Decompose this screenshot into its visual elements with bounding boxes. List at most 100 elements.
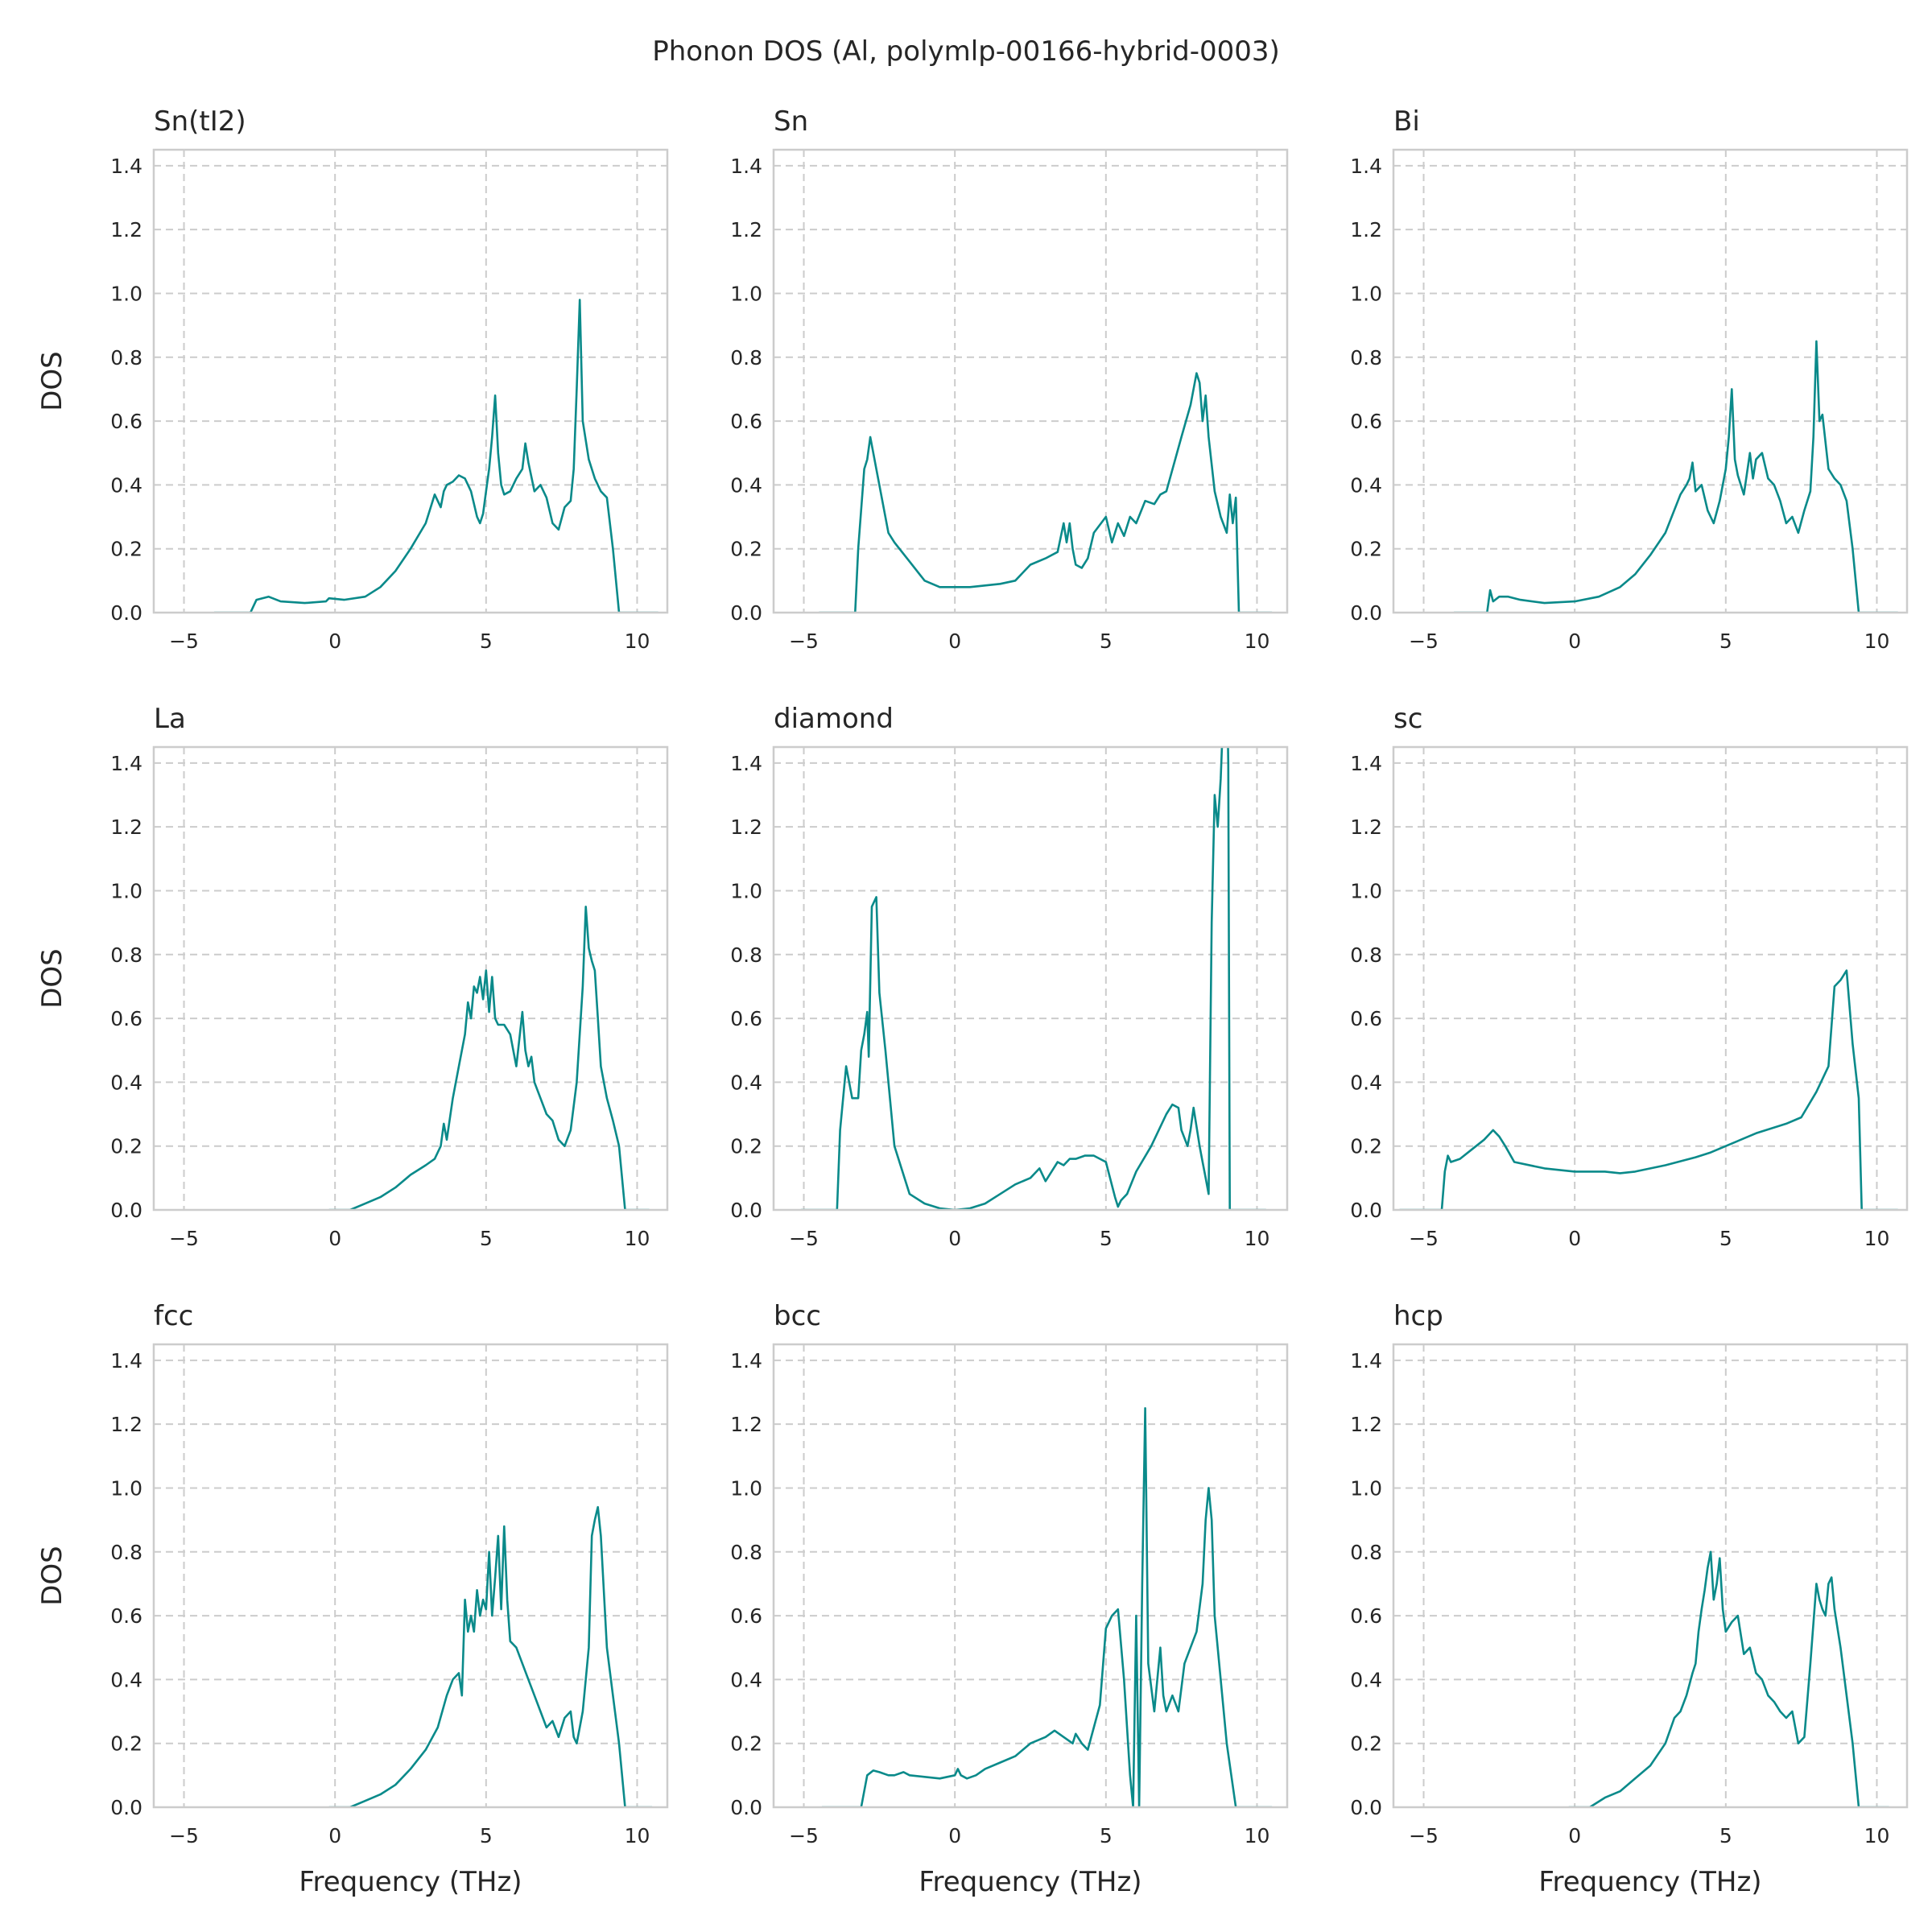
y-tick-label: 0.0 (730, 601, 762, 625)
y-tick-label: 0.6 (1350, 410, 1382, 433)
y-tick-label: 1.4 (1350, 752, 1382, 775)
series-line (800, 747, 1266, 1210)
y-tick-label: 1.4 (110, 1349, 142, 1373)
y-tick-label: 0.4 (1350, 473, 1382, 497)
y-tick-label: 1.4 (110, 752, 142, 775)
y-tick-label: 1.2 (110, 815, 142, 839)
x-tick-label: 5 (1100, 1824, 1113, 1847)
y-tick-label: 0.6 (1350, 1007, 1382, 1030)
y-tick-label: 0.8 (110, 1541, 142, 1564)
x-tick-label: 10 (625, 630, 650, 653)
x-tick-label: 0 (1568, 1227, 1581, 1250)
y-tick-label: 0.0 (1350, 601, 1382, 625)
subplot-title: hcp (1393, 1300, 1443, 1332)
y-tick-label: 0.2 (730, 1135, 762, 1158)
y-tick-label: 0.0 (110, 601, 142, 625)
y-tick-label: 0.8 (110, 943, 142, 967)
subplot-title: diamond (774, 703, 894, 735)
x-tick-label: 10 (1245, 630, 1270, 653)
y-tick-label: 0.8 (730, 943, 762, 967)
y-tick-label: 1.0 (1350, 1476, 1382, 1500)
y-tick-label: 0.6 (730, 1604, 762, 1628)
y-tick-label: 0.6 (730, 410, 762, 433)
plot-frame (1392, 148, 1909, 614)
x-tick-label: 5 (1719, 630, 1732, 653)
series-line (1568, 1550, 1889, 1807)
y-tick-label: 1.0 (730, 282, 762, 305)
y-tick-label: 0.8 (730, 1541, 762, 1564)
series-line (1399, 969, 1898, 1210)
y-tick-label: 0.4 (730, 1668, 762, 1691)
y-tick-label: 1.4 (110, 155, 142, 178)
y-tick-label: 1.2 (1350, 218, 1382, 242)
x-tick-label: 0 (1568, 1824, 1581, 1847)
x-tick-label: −5 (1409, 630, 1439, 653)
x-axis-label: Frequency (THz) (919, 1866, 1141, 1898)
y-tick-label: 0.2 (110, 1135, 142, 1158)
x-tick-label: 5 (1100, 630, 1113, 653)
subplot-title: sc (1393, 703, 1422, 735)
subplot-Sn(tI2): −5 0 5 10 0.0 0.2 0.4 0.6 0.8 1.0 1.2 1.4 Sn(tI2) DOS (36, 105, 669, 653)
y-tick-label: 1.2 (730, 218, 762, 242)
y-tick-label: 0.6 (110, 1604, 142, 1628)
x-tick-label: −5 (789, 1824, 819, 1847)
subplot-title: Sn(tI2) (154, 105, 246, 138)
y-tick-label: 1.2 (730, 815, 762, 839)
y-axis-label: DOS (36, 948, 68, 1009)
plot-frame (772, 148, 1289, 614)
y-axis-label: DOS (36, 1546, 68, 1606)
y-tick-label: 1.0 (110, 879, 142, 902)
figure-title: Phonon DOS (Al, polymlp-00166-hybrid-000… (652, 35, 1280, 68)
x-tick-label: 0 (948, 1227, 961, 1250)
y-tick-label: 0.0 (730, 1796, 762, 1819)
x-tick-label: −5 (1409, 1824, 1439, 1847)
y-tick-label: 0.0 (730, 1199, 762, 1222)
subplot-title: Bi (1393, 105, 1420, 138)
y-tick-label: 0.0 (1350, 1796, 1382, 1819)
subplot-diamond: −5 0 5 10 0.0 0.2 0.4 0.6 0.8 1.0 1.2 1.4 diamond (730, 703, 1289, 1250)
x-tick-label: 10 (1864, 630, 1890, 653)
series-line (1454, 340, 1898, 613)
y-tick-label: 0.2 (730, 1732, 762, 1756)
y-tick-label: 0.6 (110, 1007, 142, 1030)
series-line (822, 1407, 1273, 1807)
y-tick-label: 0.2 (110, 538, 142, 561)
y-tick-label: 0.8 (110, 346, 142, 369)
plot-frame (772, 1343, 1289, 1809)
y-tick-label: 0.2 (730, 538, 762, 561)
x-axis-label: Frequency (THz) (1538, 1866, 1761, 1898)
y-tick-label: 1.4 (730, 155, 762, 178)
series-line (819, 372, 1273, 613)
y-tick-label: 1.4 (1350, 1349, 1382, 1373)
subplot-title: fcc (154, 1300, 193, 1332)
x-tick-label: −5 (169, 1227, 199, 1250)
subplot-fcc: −5 0 5 10 0.0 0.2 0.4 0.6 0.8 1.0 1.2 1.4 fcc DOS Freq… (36, 1300, 669, 1898)
subplot-hcp: −5 0 5 10 0.0 0.2 0.4 0.6 0.8 1.0 1.2 1.4 hcp Frequen… (1350, 1300, 1909, 1898)
plot-frame (772, 745, 1289, 1212)
x-tick-label: 0 (1568, 630, 1581, 653)
y-tick-label: 1.4 (1350, 155, 1382, 178)
x-tick-label: 0 (328, 1824, 341, 1847)
plot-frame (1392, 1343, 1909, 1809)
y-tick-label: 1.0 (730, 879, 762, 902)
subplot-Sn: −5 0 5 10 0.0 0.2 0.4 0.6 0.8 1.0 1.2 1.4 Sn (730, 105, 1289, 653)
x-tick-label: −5 (789, 630, 819, 653)
subplot-Bi: −5 0 5 10 0.0 0.2 0.4 0.6 0.8 1.0 1.2 1.4 Bi (1350, 105, 1909, 653)
y-tick-label: 0.0 (1350, 1199, 1382, 1222)
x-tick-label: 0 (328, 1227, 341, 1250)
x-tick-label: 5 (480, 630, 493, 653)
y-tick-label: 0.4 (730, 1071, 762, 1094)
y-tick-label: 0.8 (1350, 943, 1382, 967)
y-tick-label: 1.2 (1350, 1413, 1382, 1436)
y-tick-label: 1.4 (730, 752, 762, 775)
x-tick-label: 0 (948, 1824, 961, 1847)
y-tick-label: 1.0 (1350, 879, 1382, 902)
y-tick-label: 0.0 (110, 1199, 142, 1222)
subplot-bcc: −5 0 5 10 0.0 0.2 0.4 0.6 0.8 1.0 1.2 1.4 bcc Frequen… (730, 1300, 1289, 1898)
x-tick-label: −5 (789, 1227, 819, 1250)
y-tick-label: 0.4 (1350, 1668, 1382, 1691)
plot-frame (152, 745, 669, 1212)
series-line (328, 906, 650, 1210)
y-tick-label: 1.0 (730, 1476, 762, 1500)
